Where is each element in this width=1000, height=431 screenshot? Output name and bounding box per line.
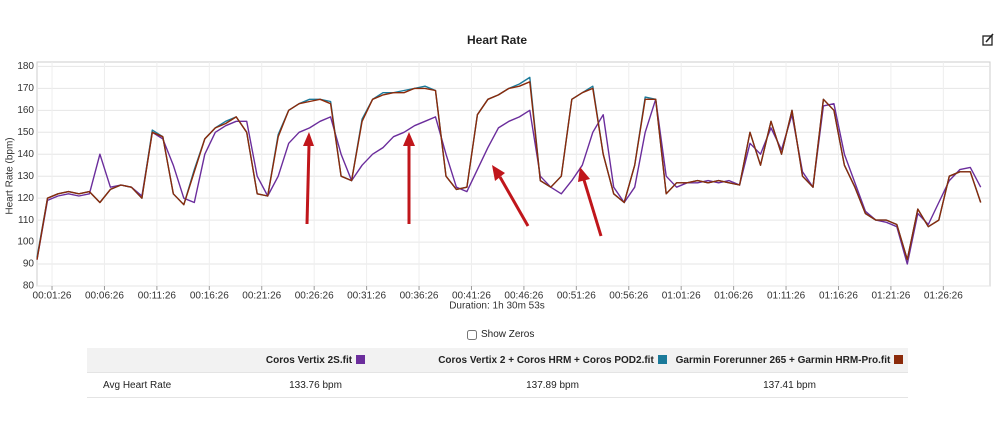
y-tick-label: 100 bbox=[17, 237, 34, 248]
x-tick-label: 01:11:26 bbox=[767, 291, 806, 302]
table-cell: 133.76 bpm bbox=[289, 379, 342, 391]
show-zeros-checkbox[interactable] bbox=[467, 329, 477, 340]
header-cell: Coros Vertix 2 + Coros HRM + Coros POD2.… bbox=[434, 354, 671, 366]
x-tick-label: 01:16:26 bbox=[819, 291, 858, 302]
x-tick-label: 01:06:26 bbox=[714, 291, 753, 302]
series-name: Coros Vertix 2S.fit bbox=[265, 354, 353, 366]
table-cell: 137.89 bpm bbox=[526, 379, 579, 391]
row-label: Avg Heart Rate bbox=[103, 379, 172, 391]
y-tick-label: 150 bbox=[17, 127, 34, 138]
show-zeros[interactable]: Show Zeros bbox=[467, 329, 534, 340]
x-tick-label: 00:26:26 bbox=[295, 291, 334, 302]
chart-title: Heart Rate bbox=[467, 33, 527, 47]
y-tick-label: 140 bbox=[17, 149, 34, 160]
y-tick-label: 130 bbox=[17, 171, 34, 182]
series-name: Coros Vertix 2 + Coros HRM + Coros POD2.… bbox=[438, 354, 654, 366]
table-header: Coros Vertix 2S.fit Coros Vertix 2 + Cor… bbox=[87, 348, 908, 373]
x-tick-label: 01:21:26 bbox=[871, 291, 910, 302]
edit-icon[interactable] bbox=[982, 33, 994, 46]
header-cell: Garmin Forerunner 265 + Garmin HRM-Pro.f… bbox=[671, 354, 908, 366]
x-tick-label: 00:46:26 bbox=[504, 291, 543, 302]
series-name: Garmin Forerunner 265 + Garmin HRM-Pro.f… bbox=[675, 354, 891, 366]
x-tick-label: 00:16:26 bbox=[190, 291, 229, 302]
series-line bbox=[36, 98, 982, 265]
x-tick-label: 00:11:26 bbox=[138, 291, 177, 302]
y-tick-label: 180 bbox=[17, 61, 34, 72]
x-tick-label: 00:31:26 bbox=[347, 291, 386, 302]
y-tick-label: 80 bbox=[23, 281, 35, 292]
show-zeros-label: Show Zeros bbox=[481, 329, 535, 340]
series-line bbox=[36, 81, 982, 261]
y-tick-label: 170 bbox=[17, 83, 34, 94]
x-tick-label: 01:26:26 bbox=[924, 291, 963, 302]
x-tick-label: 00:21:26 bbox=[242, 291, 281, 302]
x-tick-label: 00:41:26 bbox=[452, 291, 491, 302]
swatch bbox=[894, 354, 904, 364]
y-axis-label: Heart Rate (bpm) bbox=[5, 137, 16, 214]
x-tick-label: 00:56:26 bbox=[609, 291, 648, 302]
x-tick-label: 00:51:26 bbox=[557, 291, 596, 302]
y-tick-label: 110 bbox=[18, 215, 34, 226]
table-row: Avg Heart Rate 133.76 bpm 137.89 bpm 137… bbox=[87, 373, 908, 398]
y-tick-label: 120 bbox=[17, 193, 34, 204]
x-tick-label: 01:01:26 bbox=[662, 291, 701, 302]
annotation-arrows bbox=[303, 132, 603, 237]
series-line bbox=[36, 76, 982, 261]
y-tick-label: 90 bbox=[23, 259, 35, 270]
swatch bbox=[356, 354, 366, 364]
swatch bbox=[657, 354, 667, 364]
summary-table: Coros Vertix 2S.fit Coros Vertix 2 + Cor… bbox=[87, 348, 908, 398]
chart: Heart Rate Duration: 1h 30m 53s Heart Ra… bbox=[5, 33, 994, 312]
table-cell: 137.41 bpm bbox=[763, 379, 816, 391]
x-tick-label: 00:01:26 bbox=[33, 291, 72, 302]
x-tick-label: 00:06:26 bbox=[85, 291, 124, 302]
plot-area bbox=[36, 61, 991, 287]
x-axis-label: Duration: 1h 30m 53s bbox=[449, 301, 545, 312]
header-cell: Coros Vertix 2S.fit bbox=[197, 354, 434, 366]
x-tick-label: 00:36:26 bbox=[400, 291, 439, 302]
y-tick-label: 160 bbox=[17, 105, 34, 116]
